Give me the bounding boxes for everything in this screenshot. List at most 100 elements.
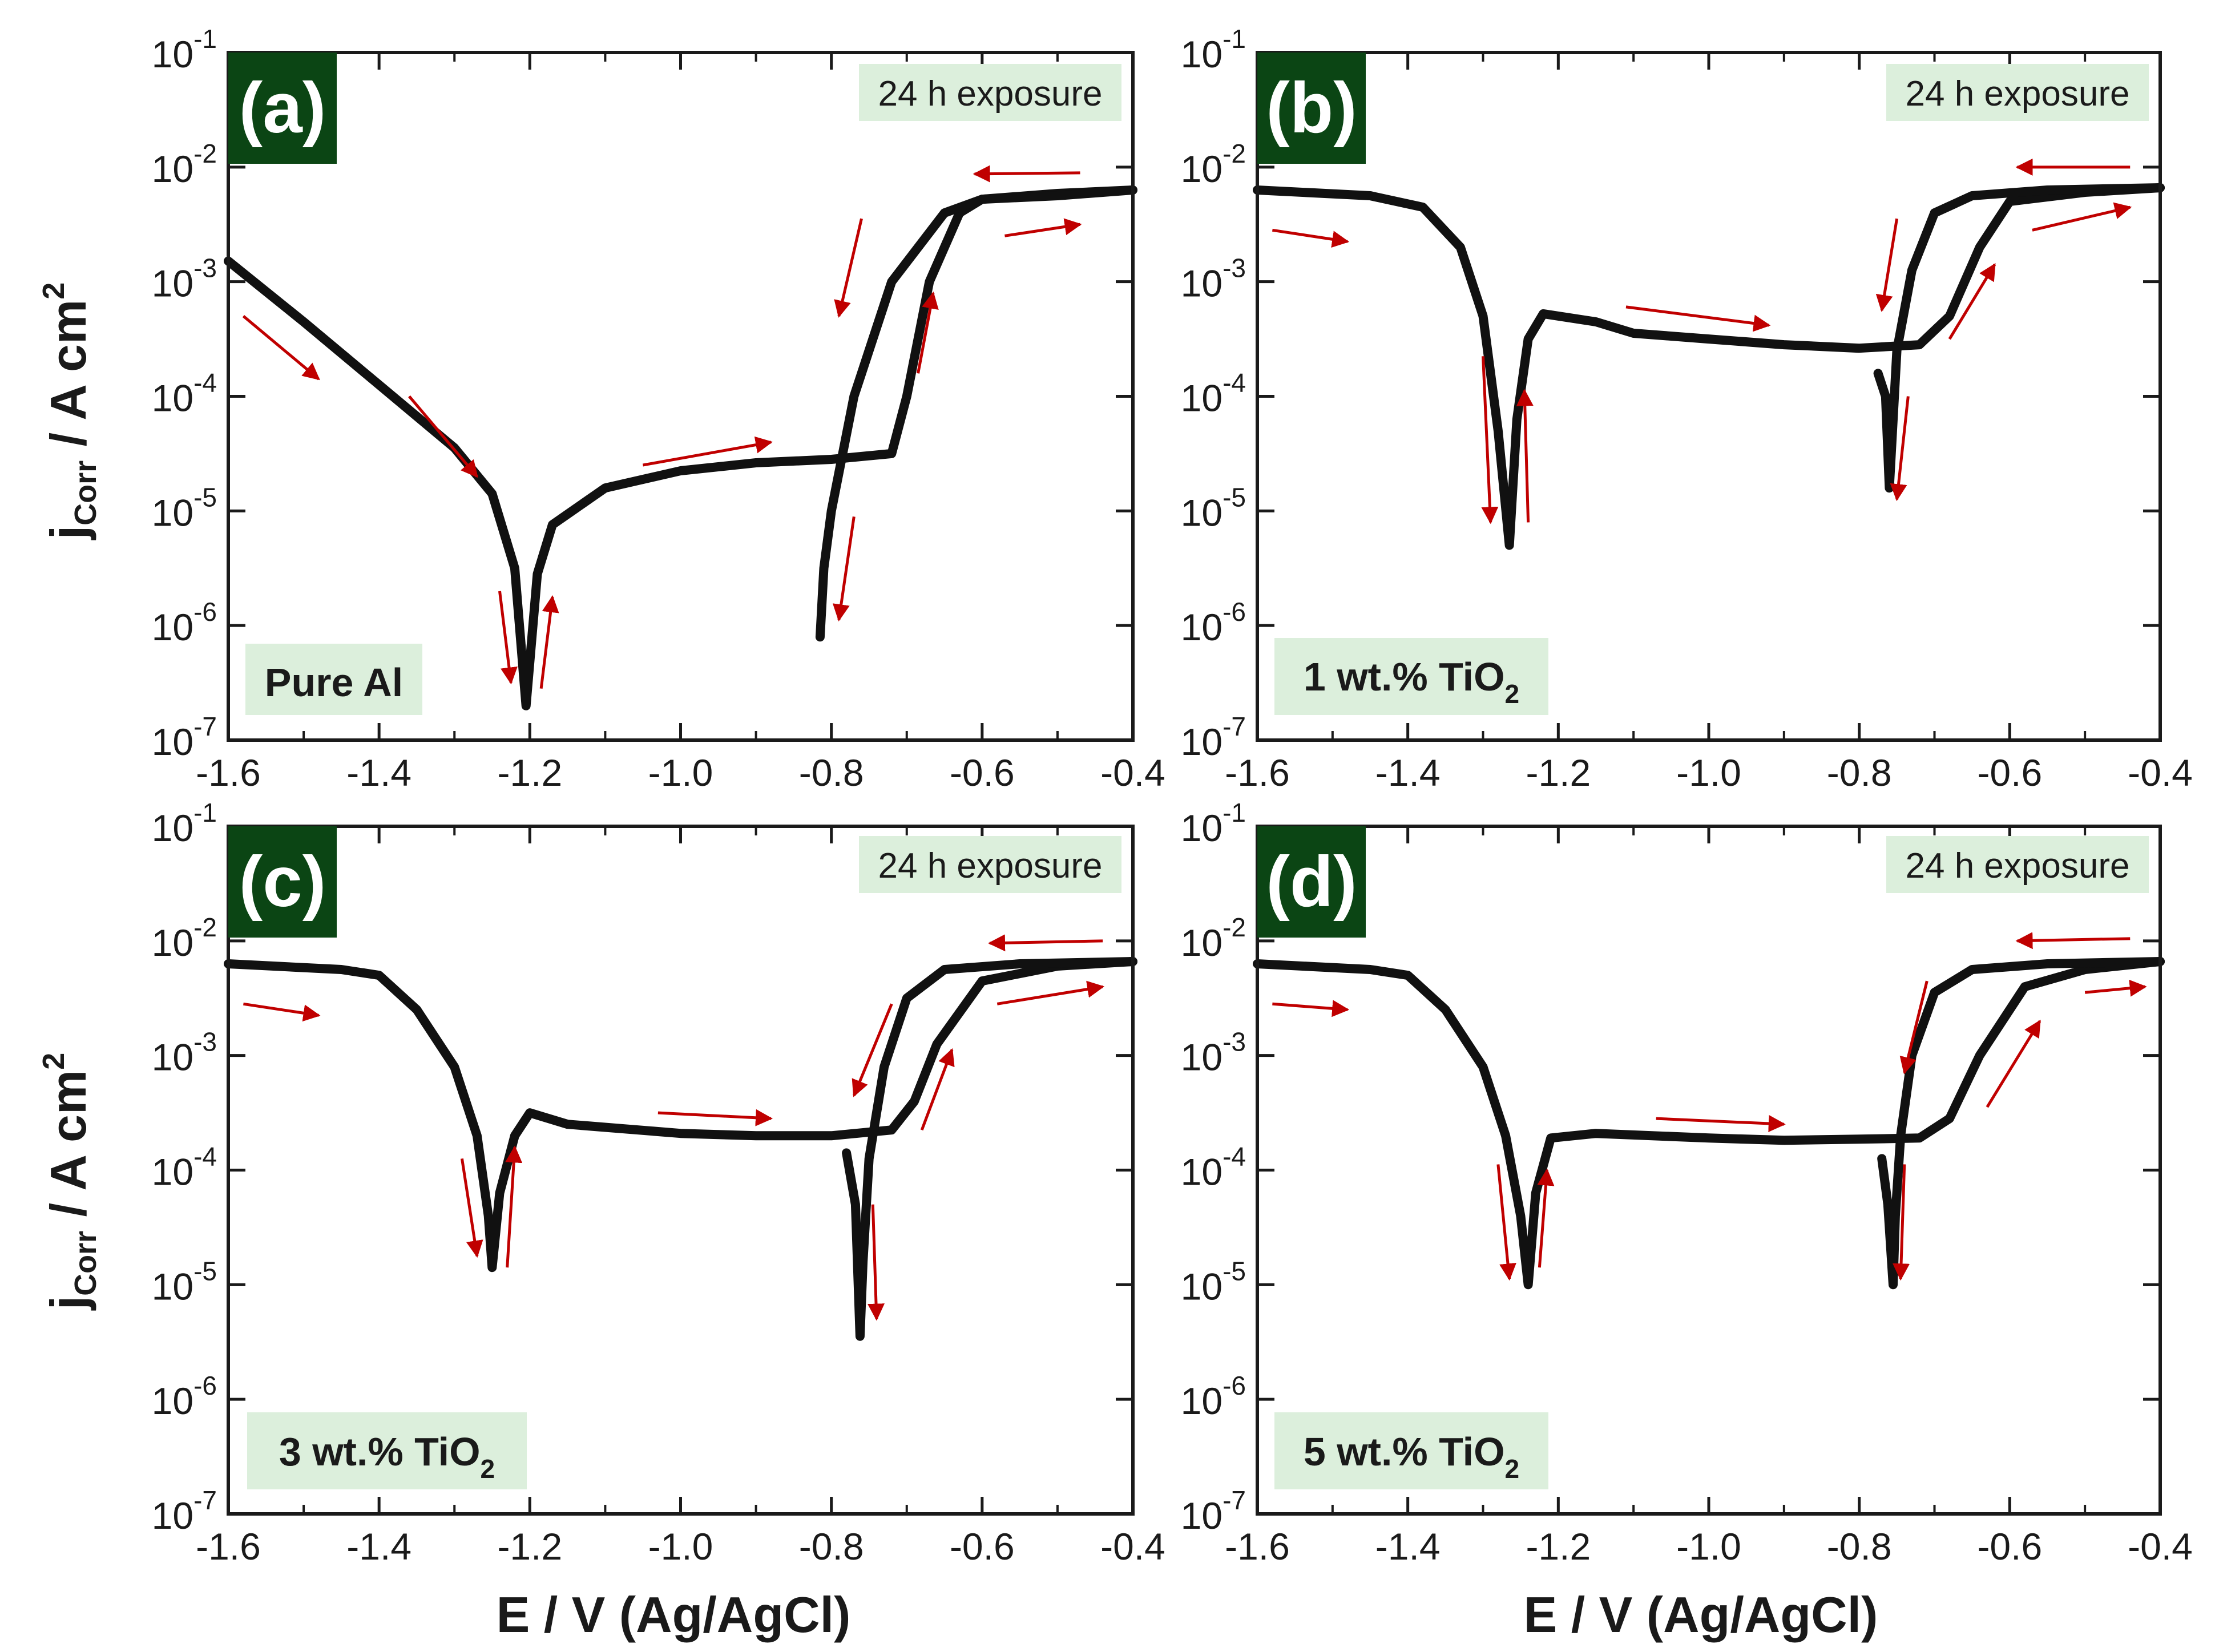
scan-arrow [988,934,1103,952]
y-tick-label: 10-3 [152,1027,217,1079]
scan-arrow [1516,389,1534,523]
scan-arrow [2032,202,2132,232]
y-tick-label: 10-3 [1181,1027,1246,1079]
exposure-box-bg [1886,64,2149,121]
polarization-curves [1253,183,2165,550]
scan-arrow [917,291,939,374]
scan-arrow [1272,1000,1350,1017]
x-tick-label: -0.4 [1100,1525,1165,1568]
exposure-box-bg [859,64,1121,121]
y-tick-label: 10-4 [1181,1142,1246,1193]
scan-direction-arrows [1272,158,2132,524]
sample-box-bg [1274,638,1548,715]
scan-direction-arrows [243,934,1105,1321]
sample-box-bg [245,644,422,715]
x-tick-label: -1.6 [1225,752,1290,794]
scan-arrow [1948,262,1996,340]
scan-arrow [1986,1019,2041,1108]
x-tick-label: -1.6 [196,752,261,794]
y-tick-label: 10-5 [152,1256,217,1307]
scan-arrow [243,1002,321,1022]
y-tick-label: 10-1 [152,798,217,849]
panel-label-badge: (c) [228,826,337,938]
panel-label-bg [1257,826,1366,938]
x-tick-label: -1.2 [497,752,562,794]
scan-arrow [1899,980,1928,1075]
x-tick-label: -1.0 [648,1525,713,1568]
sample-box: 1 wt.% TiO2 [1274,638,1548,715]
y-axis-title-bottom: jCorr / A cm2 [37,1053,103,1311]
x-tick-label: -0.6 [950,752,1015,794]
svg-text:jCorr / A cm2: jCorr / A cm2 [37,1053,103,1311]
x-tick-label: -0.4 [2128,1525,2193,1568]
panel-label-badge: (b) [1257,52,1366,164]
exposure-box: 24 h exposure [1886,64,2149,121]
y-tick-label: 10-2 [1181,912,1246,964]
scan-arrow [868,1204,885,1321]
scan-arrow [498,591,518,685]
exposure-label: 24 h exposure [878,74,1103,114]
x-tick-label: -0.4 [2128,752,2193,794]
panel-c: -1.6 -1.4 -1.2 -1.0 -0.8 -0.6 -0.4 10-1 10-2 10-3… [152,798,1165,1568]
scan-direction-arrows [1272,932,2147,1281]
y-axis-title-top: jCorr / A cm2 [37,282,103,541]
x-tick-label: -1.4 [1375,752,1441,794]
y-tick-label: 10-1 [1181,798,1246,849]
x-tick-label: -0.6 [1977,752,2042,794]
x-axis-title-left: E / V (Ag/AgCl) [497,1586,851,1643]
sample-label: 1 wt.% TiO2 [1304,655,1519,709]
sample-box: 3 wt.% TiO2 [247,1412,527,1489]
plot-frame [227,51,1135,742]
scan-arrow [505,1145,523,1268]
sample-label: 3 wt.% TiO2 [279,1429,495,1484]
panel-label: (a) [239,68,326,148]
y-tick-label: 10-2 [152,912,217,964]
plot-frame [227,825,1135,1516]
panel-d: -1.6 -1.4 -1.2 -1.0 -0.8 -0.6 -0.4 10-1 10-2 10-3… [1181,798,2193,1568]
x-axis-title-right: E / V (Ag/AgCl) [1524,1586,1878,1643]
scan-arrow [1004,218,1082,237]
panel-label: (d) [1266,842,1357,922]
y-tick-label: 10-4 [152,368,217,419]
panel-label-badge: (a) [228,52,337,164]
panel-label: (b) [1266,68,1357,148]
polarization-curves [224,957,1137,1341]
x-tick-label: -1.4 [346,1525,411,1568]
scan-arrow [834,218,863,318]
sample-box-bg [247,1412,527,1489]
series-line [1873,183,2165,493]
exposure-box-bg [1886,836,2149,893]
panel-label-bg [228,826,337,938]
exposure-box-bg [859,836,1121,893]
scan-arrow [242,314,320,381]
plot-frame [1256,51,2162,742]
scan-arrow [539,595,559,689]
x-tick-label: -1.6 [1225,1525,1290,1568]
y-tick-label: 10-6 [1181,1371,1246,1422]
axes: -1.6 -1.4 -1.2 -1.0 -0.8 -0.6 -0.4 10-1 10-2 10-3… [152,24,1165,794]
sample-box: 5 wt.% TiO2 [1274,1412,1548,1489]
panel-label: (c) [239,842,326,922]
scan-arrow [920,1048,955,1131]
y-tick-label: 10-5 [1181,482,1246,534]
sample-label: 5 wt.% TiO2 [1304,1429,1519,1484]
x-tick-label: -0.4 [1100,752,1165,794]
x-tick-label: -0.8 [799,1525,864,1568]
polarization-curves [1253,957,2165,1290]
series-line [224,185,1137,710]
x-tick-label: -0.8 [1827,752,1892,794]
sample-label: Pure Al [265,660,403,705]
scan-arrow [1272,228,1350,248]
series-line [842,957,1137,1341]
panel-a: -1.6 -1.4 -1.2 -1.0 -0.8 -0.6 -0.4 10-1 10-2 10-3… [152,24,1165,794]
x-tick-label: -1.2 [1526,1525,1591,1568]
y-tick-label: 10-4 [1181,368,1246,419]
scan-arrow [1656,1114,1786,1132]
exposure-box: 24 h exposure [859,64,1121,121]
y-tick-label: 10-5 [152,482,217,534]
scan-arrow [643,436,773,467]
series-line [224,957,1137,1273]
exposure-box: 24 h exposure [1886,836,2149,893]
scan-arrow [1893,1164,1910,1281]
